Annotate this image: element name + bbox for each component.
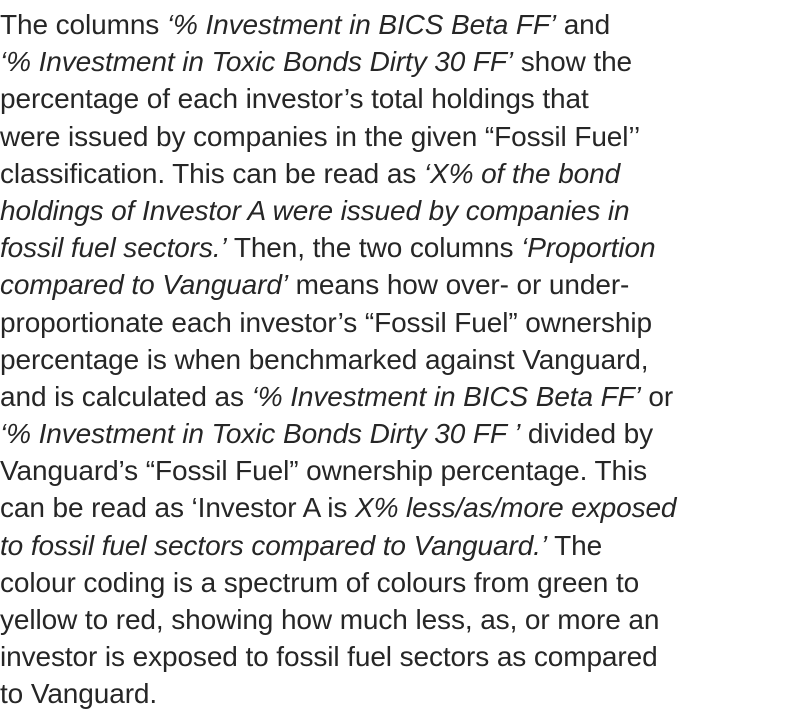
text-line: holdings of Investor A were issued by co… (0, 192, 803, 229)
text-line: can be read as ‘Investor A is X% less/as… (0, 489, 803, 526)
text-run: classification. This can be read as (0, 157, 424, 189)
italic-text: X% less/as/more exposed (355, 492, 677, 524)
italic-text: compared to Vanguard’ (0, 269, 288, 301)
text-run: can be read as ‘Investor A is (0, 492, 355, 524)
text-line: compared to Vanguard’ means how over- or… (0, 266, 803, 303)
text-line: colour coding is a spectrum of colours f… (0, 564, 803, 601)
text-run: to Vanguard. (0, 678, 158, 710)
text-line: percentage is when benchmarked against V… (0, 341, 803, 378)
italic-text: ‘% Investment in BICS Beta FF’ (251, 380, 641, 412)
text-run: The columns (0, 9, 167, 40)
text-run: percentage of each investor’s total hold… (0, 83, 589, 115)
text-run: and (556, 9, 611, 40)
text-run: Then, the two columns (226, 232, 522, 264)
text-line: classification. This can be read as ‘X% … (0, 155, 803, 192)
text-line: and is calculated as ‘% Investment in BI… (0, 378, 803, 415)
text-run: were issued by companies in the given “F… (0, 120, 641, 152)
text-run: yellow to red, showing how much less, as… (0, 604, 660, 635)
text-run: proportionate each investor’s “Fossil Fu… (0, 306, 652, 338)
italic-text: fossil fuel sectors.’ (0, 232, 227, 264)
text-line: ‘% Investment in Toxic Bonds Dirty 30 FF… (0, 415, 803, 452)
text-line: yellow to red, showing how much less, as… (0, 601, 803, 638)
text-line: were issued by companies in the given “F… (0, 118, 803, 155)
text-line: proportionate each investor’s “Fossil Fu… (0, 304, 803, 341)
text-run: divided by (520, 418, 653, 450)
italic-text: ‘X% of the bond (423, 157, 621, 189)
text-line: Vanguard’s “Fossil Fuel” ownership perce… (0, 452, 803, 489)
text-line: to Vanguard. (0, 675, 803, 710)
text-run: show the (513, 46, 633, 78)
text-run: or (640, 380, 674, 412)
text-run: Vanguard’s “Fossil Fuel” ownership perce… (0, 455, 648, 487)
italic-text: ‘% Investment in Toxic Bonds Dirty 30 FF… (0, 46, 514, 78)
text-run: colour coding is a spectrum of colours f… (0, 566, 640, 598)
text-line: investor is exposed to fossil fuel secto… (0, 638, 803, 675)
italic-text: to fossil fuel sectors compared to Vangu… (0, 529, 547, 561)
text-line: The columns ‘% Investment in BICS Beta F… (0, 6, 803, 43)
text-line: fossil fuel sectors.’ Then, the two colu… (0, 229, 803, 266)
text-run: investor is exposed to fossil fuel secto… (0, 641, 658, 673)
italic-text: ‘% Investment in Toxic Bonds Dirty 30 FF… (0, 418, 521, 450)
italic-text: holdings of Investor A were issued by co… (0, 194, 630, 226)
text-line: to fossil fuel sectors compared to Vangu… (0, 527, 803, 564)
text-run: and is calculated as (0, 380, 252, 412)
text-run: The (546, 529, 603, 561)
text-line: ‘% Investment in Toxic Bonds Dirty 30 FF… (0, 43, 803, 80)
italic-text: ‘Proportion (521, 232, 656, 264)
text-line: percentage of each investor’s total hold… (0, 80, 803, 117)
italic-text: ‘% Investment in BICS Beta FF’ (166, 9, 557, 40)
text-run: means how over- or under- (287, 269, 630, 301)
text-run: percentage is when benchmarked against V… (0, 343, 649, 375)
